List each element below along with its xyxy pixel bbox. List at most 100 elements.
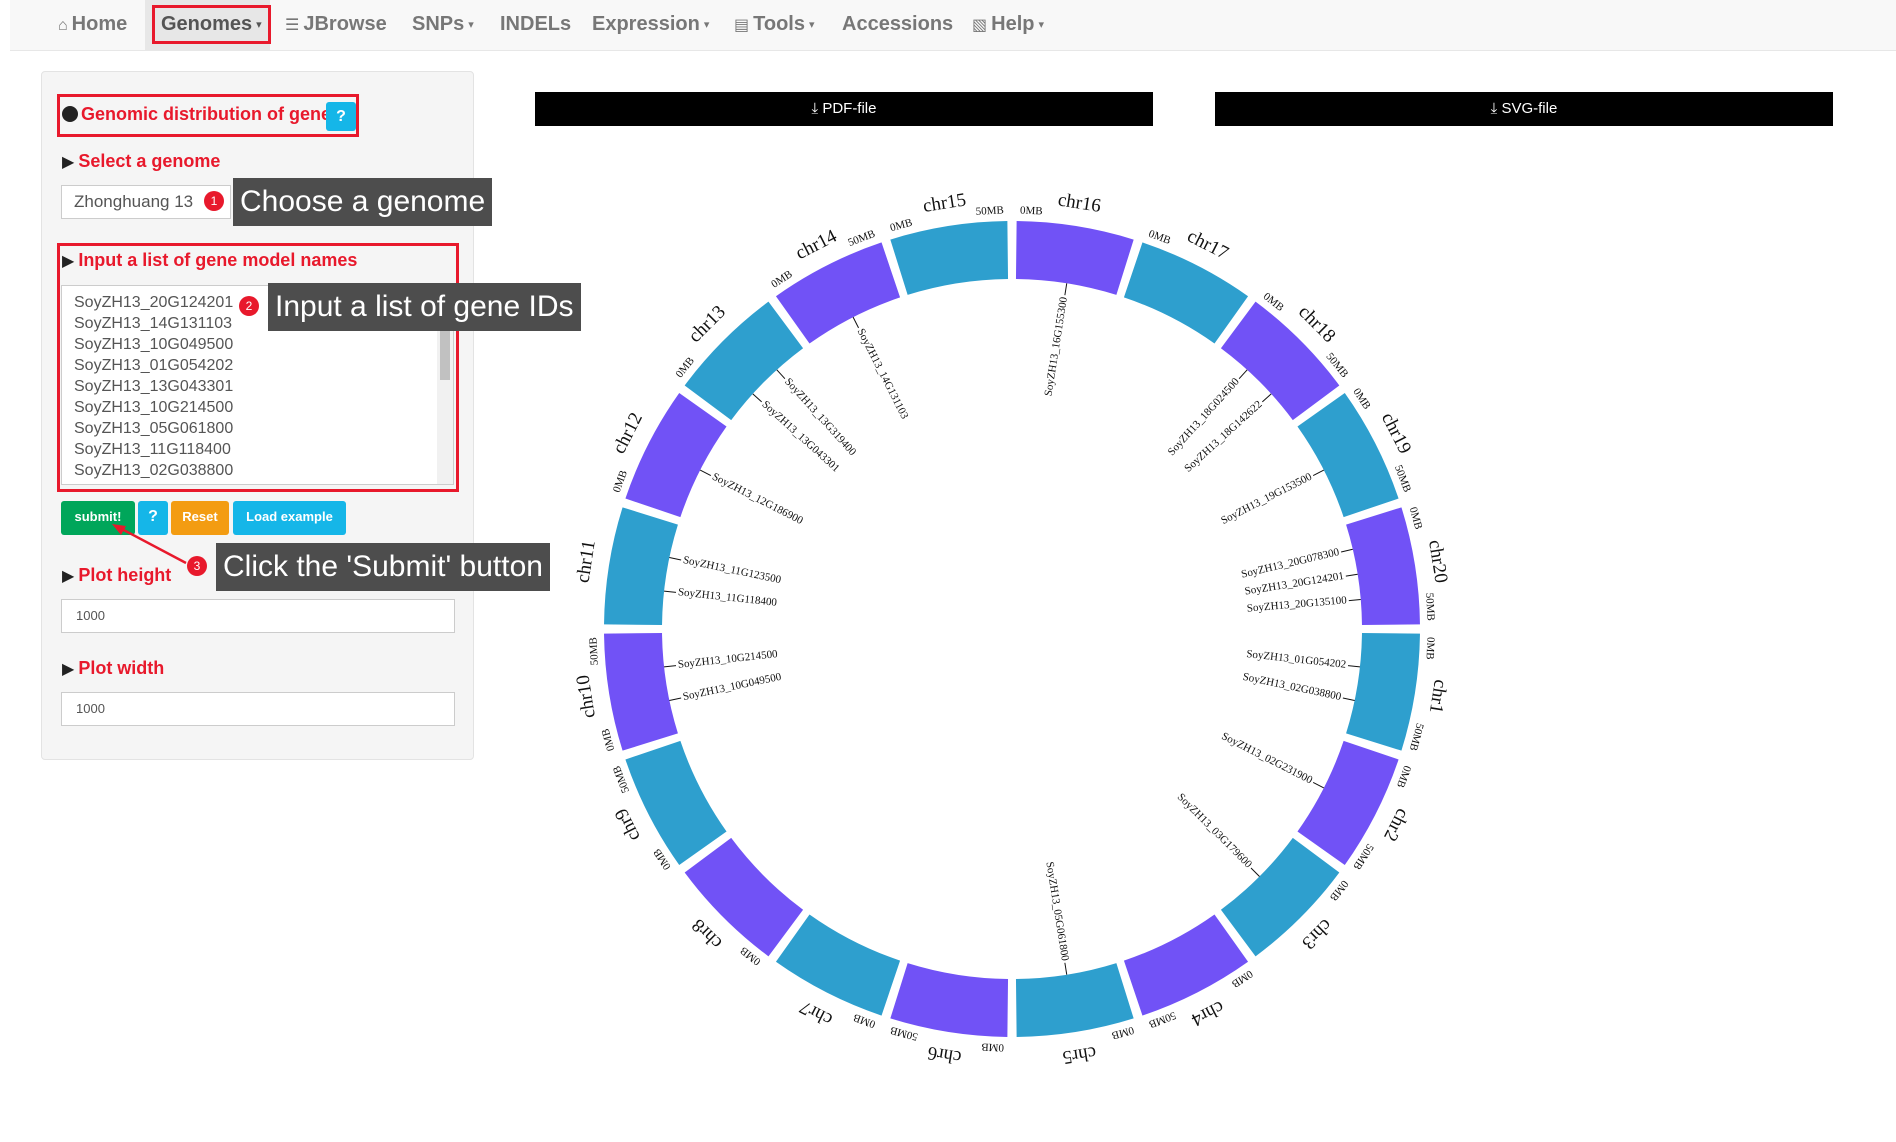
svg-download-label: SVG-file bbox=[1501, 100, 1558, 117]
briefcase-icon: ▤ bbox=[734, 17, 750, 34]
mb-tick-label: 0MB bbox=[611, 469, 630, 494]
home-icon: ⌂ bbox=[58, 17, 68, 34]
gene-marker-line bbox=[669, 557, 682, 561]
chromosome-segment bbox=[684, 301, 804, 421]
title-highlight-box bbox=[57, 94, 359, 137]
gene-list-line: SoyZH13_05G061800 bbox=[74, 420, 234, 437]
chromosome-segment bbox=[1015, 221, 1134, 295]
gene-list-line: SoyZH13_02G038800 bbox=[74, 462, 234, 479]
textarea-scrollbar[interactable] bbox=[437, 286, 453, 484]
chromosome-segment bbox=[1297, 740, 1399, 866]
gene-id-label: SoyZH13_18G142622 bbox=[1182, 398, 1264, 474]
submit-button[interactable]: submit! bbox=[61, 501, 135, 535]
nav-snps-label: SNPs bbox=[412, 13, 465, 35]
nav-jbrowse[interactable]: ☰ JBrowse bbox=[285, 0, 387, 51]
gene-marker-line bbox=[776, 369, 786, 380]
caret-down-icon: ▾ bbox=[808, 18, 815, 31]
gene-marker-line bbox=[752, 393, 763, 403]
nav-tools[interactable]: ▤ Tools ▾ bbox=[734, 0, 815, 51]
gene-marker-line bbox=[669, 697, 682, 701]
gene-id-label: SoyZH13_12G186900 bbox=[710, 471, 805, 527]
mb-tick-label: 0MB bbox=[1394, 764, 1413, 789]
nav-accessions[interactable]: Accessions bbox=[842, 0, 953, 51]
chromosome-name-label: chr7 bbox=[796, 996, 836, 1030]
mb-tick-label: 50MB bbox=[889, 1024, 919, 1043]
select-genome-label: ▶ Select a genome bbox=[62, 151, 220, 172]
load-example-button[interactable]: Load example bbox=[233, 501, 346, 535]
gene-marker-line bbox=[1312, 782, 1325, 789]
pdf-download-label: PDF-file bbox=[822, 100, 877, 117]
nav-accessions-label: Accessions bbox=[842, 13, 954, 35]
triangle-right-icon: ▶ bbox=[62, 154, 75, 171]
mb-tick-label: 0MB bbox=[1424, 637, 1437, 660]
gene-id-label: SoyZH13_02G038800 bbox=[1242, 671, 1343, 703]
gene-id-label: SoyZH13_01G054202 bbox=[1246, 648, 1347, 671]
chromosome-name-label: chr15 bbox=[922, 189, 968, 217]
reset-button[interactable]: Reset bbox=[171, 501, 229, 535]
plot-height-label: ▶ Plot height bbox=[62, 565, 171, 586]
gene-marker-line bbox=[699, 469, 712, 476]
chromosome-name-label: chr19 bbox=[1377, 409, 1415, 457]
gene-marker-line bbox=[1238, 369, 1248, 380]
chromosome-name-label: chr18 bbox=[1294, 301, 1339, 346]
chromosome-name-label: chr5 bbox=[1061, 1042, 1098, 1068]
nav-home[interactable]: ⌂ Home bbox=[58, 0, 127, 51]
nav-indels-label: INDELs bbox=[500, 13, 572, 35]
caret-down-icon: ▾ bbox=[1038, 18, 1044, 31]
gene-list-line: SoyZH13_20G124201 bbox=[74, 294, 234, 311]
download-icon: ⤓ bbox=[1490, 100, 1498, 117]
plot-height-text: Plot height bbox=[78, 565, 172, 585]
chromosome-name-label: chr8 bbox=[688, 914, 727, 953]
chromosome-segment bbox=[1015, 963, 1134, 1037]
gene-marker-line bbox=[664, 665, 677, 668]
gene-id-label: SoyZH13_10G214500 bbox=[677, 648, 778, 671]
gene-marker-line bbox=[1347, 665, 1360, 668]
panel-title-text: Genomic distribution of genes bbox=[81, 104, 342, 124]
mb-tick-label: 50MB bbox=[1407, 722, 1426, 752]
nav-genomes-highlight: Genomes ▾ bbox=[152, 5, 271, 44]
chromosome-name-label: chr12 bbox=[609, 409, 647, 457]
nav-home-label: Home bbox=[71, 13, 128, 35]
gene-marker-line bbox=[1348, 599, 1361, 602]
scrollbar-thumb[interactable] bbox=[440, 320, 450, 380]
chromosome-segment bbox=[1220, 837, 1340, 957]
nav-genomes[interactable]: Genomes ▾ bbox=[145, 0, 271, 51]
gene-marker-line bbox=[1261, 393, 1272, 403]
gene-id-label: SoyZH13_02G231900 bbox=[1220, 730, 1315, 786]
help-button[interactable]: ? bbox=[326, 102, 356, 131]
callout-click-submit: Click the 'Submit' button bbox=[216, 543, 550, 591]
gene-id-label: SoyZH13_16G155300 bbox=[1042, 296, 1070, 397]
gene-marker-line bbox=[1312, 469, 1325, 476]
gene-list-highlight-box bbox=[57, 243, 459, 492]
svg-download-button[interactable]: ⤓ SVG-file bbox=[1215, 92, 1833, 126]
mb-tick-label: 50MB bbox=[587, 637, 600, 666]
triangle-right-icon: ▶ bbox=[62, 253, 75, 270]
triangle-right-icon: ▶ bbox=[62, 568, 75, 585]
chromosome-segment bbox=[890, 963, 1009, 1037]
gene-id-label: SoyZH13_14G131103 bbox=[855, 327, 911, 422]
bullet-dot-icon bbox=[62, 106, 78, 122]
chromosome-name-label: chr1 bbox=[1425, 678, 1451, 715]
chromosome-segment bbox=[1123, 914, 1249, 1016]
nav-help[interactable]: ▧ Help ▾ bbox=[972, 0, 1044, 51]
pdf-download-button[interactable]: ⤓ PDF-file bbox=[535, 92, 1153, 126]
plot-width-text: Plot width bbox=[78, 658, 165, 678]
chromosome-name-label: chr6 bbox=[926, 1042, 963, 1068]
chromosome-segment bbox=[1346, 632, 1420, 751]
panel-title: Genomic distribution of genes bbox=[62, 104, 341, 125]
gene-list-lines: SoyZH13_20G124201 SoyZH13_14G131103 SoyZH1… bbox=[74, 292, 441, 481]
nav-snps[interactable]: SNPs ▾ bbox=[412, 0, 474, 51]
mb-tick-label: 0MB bbox=[1020, 204, 1043, 217]
triangle-right-icon: ▶ bbox=[62, 661, 75, 678]
mb-tick-label: 0MB bbox=[1147, 228, 1172, 247]
gene-marker-line bbox=[852, 316, 859, 329]
genome-select[interactable]: Zhonghuang 13 bbox=[61, 185, 231, 219]
nav-expression[interactable]: Expression ▾ bbox=[592, 0, 709, 51]
nav-indels[interactable]: INDELs bbox=[500, 0, 571, 51]
plot-height-input[interactable]: 1000 bbox=[61, 599, 455, 633]
help-button-2[interactable]: ? bbox=[138, 501, 168, 535]
plot-width-input[interactable]: 1000 bbox=[61, 692, 455, 726]
caret-down-icon: ▾ bbox=[703, 18, 710, 31]
